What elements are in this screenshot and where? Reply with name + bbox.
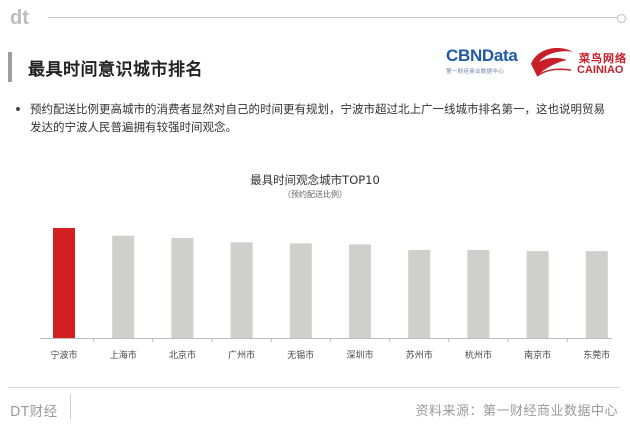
- footer-brand: DT财经: [10, 404, 58, 420]
- x-tick-label: 杭州市: [465, 349, 492, 361]
- bar-广州市: [230, 242, 253, 338]
- bar-东莞市: [585, 251, 608, 338]
- cbndata-logo: CBNData 第一财经商业数据中心: [446, 46, 528, 80]
- svg-text:dt: dt: [10, 7, 29, 28]
- bullet-text: 预约配送比例更高城市的消费者显然对自己的时间更有规划，宁波市超过北上广一线城市排…: [30, 102, 605, 134]
- cbndata-logo-subtitle: 第一财经商业数据中心: [446, 69, 505, 75]
- bar-上海市: [112, 235, 135, 338]
- footer-rule: [8, 387, 620, 388]
- footer-separator: [70, 394, 71, 420]
- bar-南京市: [526, 251, 549, 338]
- bar-北京市: [171, 237, 194, 338]
- x-tick-label: 上海市: [110, 349, 137, 361]
- dt-logo-icon: dt: [10, 7, 29, 28]
- cainiao-logo: 菜鸟网络 CAINIAO: [527, 42, 627, 82]
- x-tick-label: 广州市: [228, 349, 255, 361]
- footer-source: 资料来源：第一财经商业数据中心: [415, 404, 618, 419]
- bar-苏州市: [408, 250, 431, 338]
- cainiao-logo-cn: 菜鸟网络: [579, 52, 627, 65]
- x-tick-label: 宁波市: [50, 349, 77, 361]
- bar-宁波市: [53, 228, 75, 338]
- bar-深圳市: [349, 244, 371, 338]
- title-accent-bar: [8, 52, 12, 82]
- x-tick-label: 北京市: [169, 349, 196, 361]
- chart-subtitle: （预约配送比例）: [283, 190, 347, 199]
- page-title: 最具时间意识城市排名: [28, 60, 203, 80]
- header-rule: [48, 17, 620, 18]
- cainiao-logo-en: CAINIAO: [577, 64, 624, 76]
- chart-title: 最具时间观念城市TOP10: [250, 173, 380, 187]
- bullet-dot-icon: [16, 107, 20, 111]
- x-tick-label: 南京市: [524, 349, 551, 361]
- bar-杭州市: [467, 250, 490, 338]
- header-rule-end-icon: [617, 14, 626, 23]
- x-tick-label: 深圳市: [346, 349, 373, 361]
- cainiao-bird-icon: [531, 48, 573, 77]
- bar-无锡市: [289, 243, 312, 338]
- x-tick-label: 苏州市: [406, 349, 433, 361]
- x-tick-label: 东莞市: [583, 349, 610, 361]
- x-tick-label: 无锡市: [287, 349, 314, 361]
- cbndata-logo-text: CBNData: [446, 46, 518, 65]
